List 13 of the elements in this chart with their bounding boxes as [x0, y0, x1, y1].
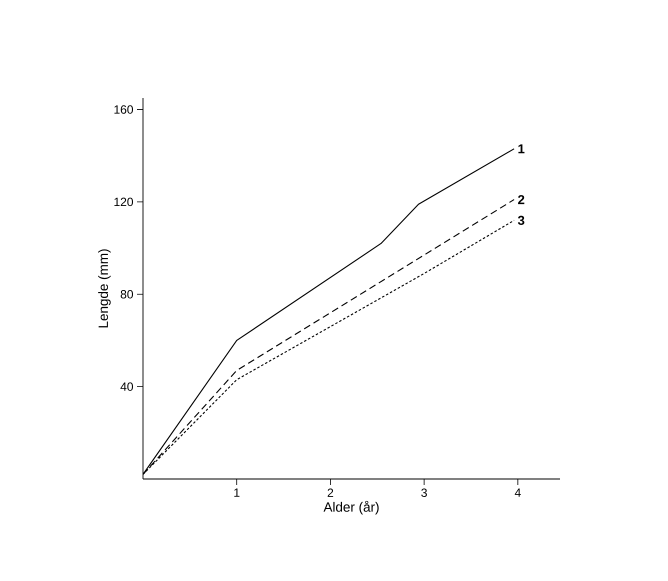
series-label: 2	[518, 195, 524, 204]
y-tick-label: 160	[114, 105, 134, 114]
x-tick-label: 2	[328, 488, 334, 497]
series-label: 3	[518, 216, 524, 225]
y-tick-label: 80	[120, 290, 134, 298]
x-tick-label: 4	[514, 488, 521, 497]
x-tick-label: 1	[234, 488, 240, 497]
y-tick-label: 120	[114, 198, 134, 206]
series-label: 1	[518, 144, 524, 154]
x-tick-label: 3	[421, 488, 427, 497]
y-tick-label: 40	[120, 382, 134, 391]
x-axis-title: Alder (år)	[324, 500, 379, 514]
y-axis-title: Lengde (mm)	[98, 249, 111, 328]
